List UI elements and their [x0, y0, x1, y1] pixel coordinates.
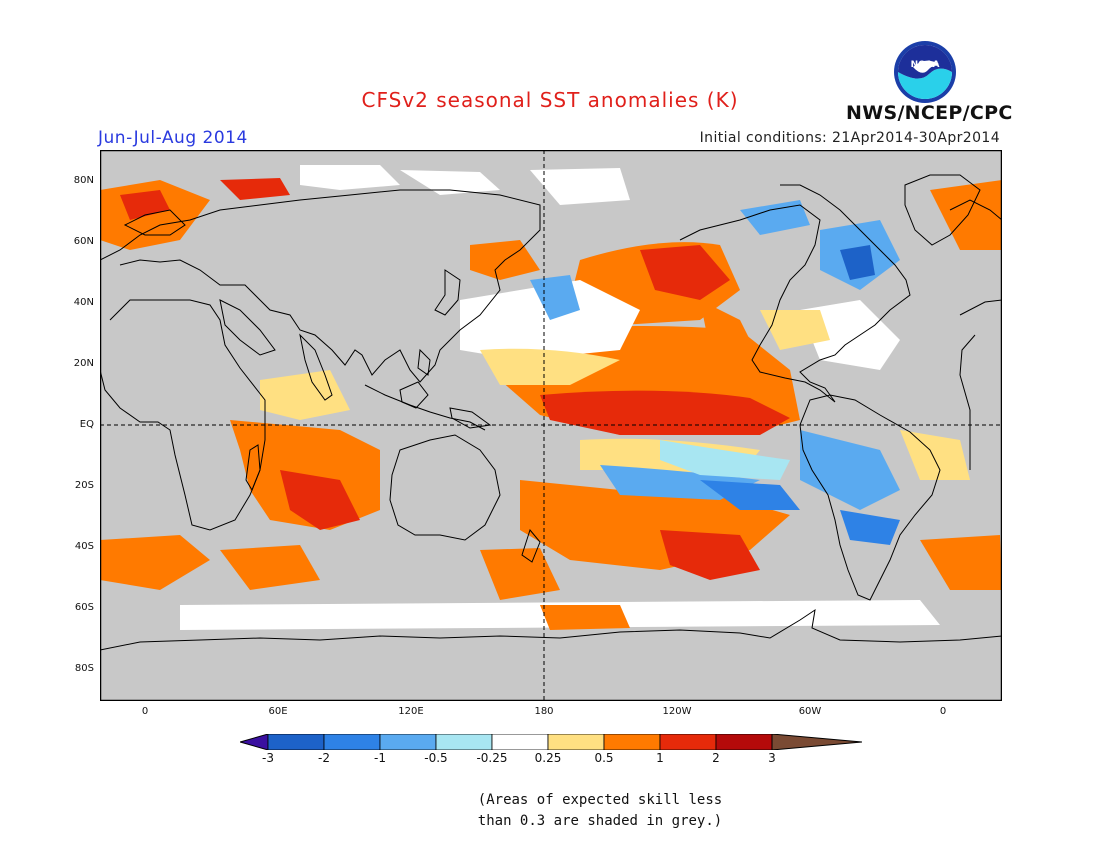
anomaly-region [640, 245, 730, 300]
lat-label-20s: 20S [74, 480, 94, 491]
colorbar-label: 0.25 [534, 751, 562, 765]
anomaly-region [220, 178, 290, 200]
colorbar-arrow-high [771, 734, 862, 750]
lat-label-80s: 80S [74, 663, 94, 674]
chart-title: CFSv2 seasonal SST anomalies (K) [361, 88, 739, 112]
coastline-india [299, 333, 333, 401]
skill-footnote: (Areas of expected skill less than 0.3 a… [470, 790, 730, 832]
anomaly-region [530, 168, 630, 205]
coastline-africa-west [959, 334, 976, 470]
coastline-new-guinea [449, 407, 492, 429]
anomaly-region [700, 480, 800, 510]
lat-label-60n: 60N [73, 236, 94, 247]
lat-label-60s: 60S [74, 602, 94, 613]
lon-label-180: 180 [534, 706, 554, 717]
coastline-arabia [219, 299, 276, 356]
lat-label-20n: 20N [73, 358, 94, 369]
lat-label-80n: 80N [73, 175, 94, 186]
anomaly-region [540, 605, 630, 630]
anomaly-region [760, 310, 830, 350]
coastline-scandinavia [123, 209, 186, 236]
colorbar [240, 734, 862, 750]
anomaly-region [480, 348, 620, 385]
colorbar-label: -2 [318, 751, 330, 765]
colorbar-segment [603, 734, 661, 750]
anomaly-region [740, 200, 810, 235]
colorbar-label: -0.5 [424, 751, 448, 765]
coastline-japan [434, 269, 461, 316]
anomaly-region [400, 170, 500, 195]
coastline-new-zealand [521, 528, 541, 563]
coastline-greenland [904, 174, 981, 246]
lon-label-0-east: 0 [939, 706, 947, 717]
colorbar-segment [267, 734, 325, 750]
anomaly-region [530, 275, 580, 320]
noaa-logo: NOAA [894, 41, 956, 103]
sst-anomaly-map [100, 150, 1002, 701]
anomaly-region [930, 180, 1002, 250]
coastline-africa-east [959, 299, 1002, 316]
coastline-indonesia [364, 384, 486, 431]
anomaly-region [840, 245, 875, 280]
agency-label: NWS/NCEP/CPC [846, 102, 1013, 124]
anomaly-region [920, 535, 1002, 590]
lat-label-40s: 40S [74, 541, 94, 552]
anomaly-region [480, 548, 560, 600]
initial-conditions: Initial conditions: 21Apr2014-30Apr2014 [699, 130, 1000, 146]
coastline-eurasia [100, 189, 541, 383]
colorbar-label: 2 [712, 751, 720, 765]
coastline-africa [100, 299, 266, 531]
logo-text: NOAA [911, 60, 940, 70]
colorbar-label: 3 [768, 751, 776, 765]
colorbar-segment [715, 734, 773, 750]
colorbar-label: -1 [374, 751, 386, 765]
lon-label-120e: 120E [398, 706, 424, 717]
footnote-line-2: than 0.3 are shaded in grey.) [477, 813, 723, 829]
colorbar-label: 0.5 [594, 751, 614, 765]
coastline-south-america [799, 394, 941, 601]
colorbar-segment [659, 734, 717, 750]
anomaly-region [800, 300, 900, 370]
map-frame [100, 150, 1002, 701]
anomaly-region [660, 440, 790, 480]
footnote-line-1: (Areas of expected skill less [477, 792, 723, 808]
colorbar-arrow-low [240, 734, 269, 750]
lon-label-0: 0 [141, 706, 149, 717]
anomaly-region [100, 535, 210, 590]
lon-label-120w: 120W [662, 706, 692, 717]
forecast-period: Jun-Jul-Aug 2014 [98, 128, 248, 148]
colorbar-segment [323, 734, 381, 750]
colorbar-segment [547, 734, 605, 750]
anomaly-region [840, 510, 900, 545]
coastline-philippines [417, 348, 431, 376]
lon-label-60w: 60W [798, 706, 822, 717]
coastline-europe-north [949, 199, 1002, 221]
anomaly-region [220, 545, 320, 590]
anomaly-region [660, 530, 760, 580]
anomaly-region [300, 165, 400, 190]
lat-label-eq: EQ [79, 419, 94, 430]
colorbar-segment [435, 734, 493, 750]
colorbar-segment [491, 734, 549, 750]
coastline-australia [389, 434, 501, 541]
coastline-antarctica [100, 608, 1002, 651]
colorbar-label: -0.25 [476, 751, 508, 765]
coastline-borneo [399, 381, 429, 409]
coastline-madagascar [245, 444, 261, 492]
lat-label-40n: 40N [73, 297, 94, 308]
anomaly-region [700, 300, 760, 380]
colorbar-label: 1 [656, 751, 664, 765]
lon-label-60e: 60E [268, 706, 288, 717]
anomaly-region [540, 390, 790, 435]
anomaly-region [900, 430, 970, 480]
colorbar-segment [379, 734, 437, 750]
anomaly-region [280, 470, 360, 530]
colorbar-label: -3 [262, 751, 274, 765]
